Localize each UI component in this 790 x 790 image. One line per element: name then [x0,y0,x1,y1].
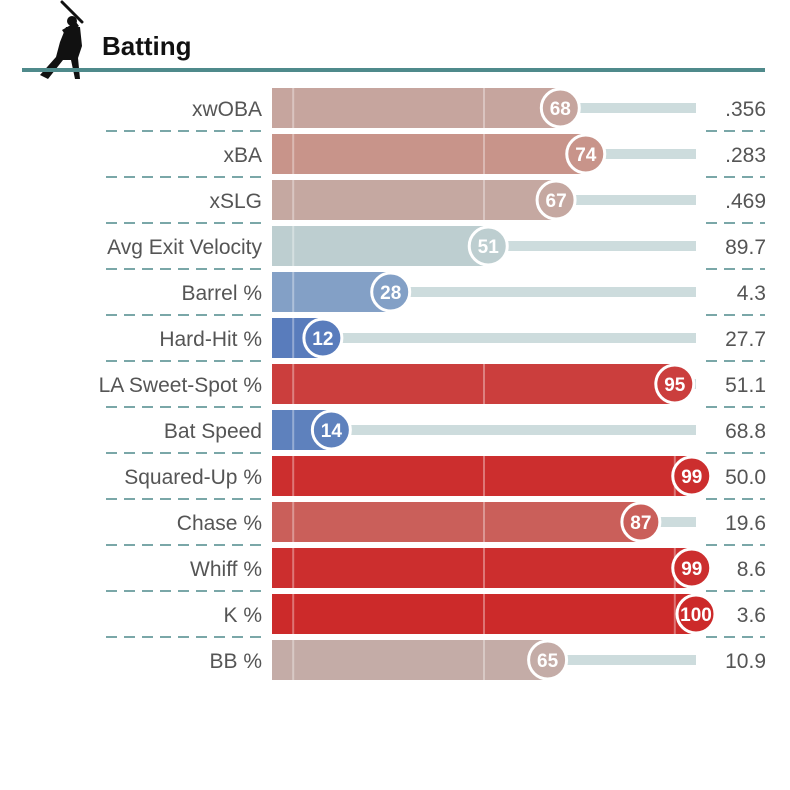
percentile-marker [671,455,713,497]
percentile-bar [272,226,489,266]
percentile-marker [535,179,577,221]
chart-header: Batting [22,0,765,79]
metric-value: 51.1 [725,374,766,397]
percentile-label: 67 [546,191,567,212]
metric-label: LA Sweet-Spot % [99,374,262,397]
percentile-marker [527,639,569,681]
percentile-bar [272,502,641,542]
metric-label: Hard-Hit % [159,328,262,351]
chart-title: Batting [102,31,192,61]
metric-rows: 68 xwOBA .356 74 xBA .283 67 xSLG .469 51 Avg Exit… [99,87,766,681]
percentile-marker [565,133,607,175]
metric-value: 3.6 [737,604,766,627]
metric-label: Avg Exit Velocity [107,236,262,259]
percentile-label: 14 [321,421,343,442]
metric-label: Bat Speed [164,420,262,443]
percentile-bar [272,594,696,634]
percentile-marker [671,547,713,589]
metric-value: 89.7 [725,236,766,259]
percentile-marker [302,317,344,359]
metric-value: 50.0 [725,466,766,489]
metric-value: 68.8 [725,420,766,443]
percentile-marker [620,501,662,543]
percentile-label: 12 [312,329,333,350]
percentile-bar [272,548,692,588]
metric-value: 19.6 [725,512,766,535]
metric-value: 8.6 [737,558,766,581]
metric-label: Whiff % [190,558,262,581]
percentile-label: 51 [478,237,500,258]
metric-label: xSLG [209,190,262,213]
metric-value: .469 [725,190,766,213]
percentile-marker [370,271,412,313]
percentile-bar [272,134,586,174]
percentile-bar [272,640,548,680]
percentile-marker [467,225,509,267]
percentile-track [272,425,696,435]
metric-label: Chase % [177,512,262,535]
metric-label: Squared-Up % [124,466,262,489]
metric-label: xwOBA [192,98,262,121]
metric-label: K % [223,604,262,627]
metric-label: BB % [209,650,262,673]
percentile-marker [539,87,581,129]
percentile-label: 68 [550,99,571,120]
percentile-label: 65 [537,651,559,672]
percentile-marker [675,593,717,635]
metric-value: 4.3 [737,282,766,305]
percentile-label: 87 [630,513,651,534]
percentile-label: 99 [681,467,702,488]
metric-value: 10.9 [725,650,766,673]
percentile-bar [272,88,561,128]
percentile-marker [654,363,696,405]
percentile-label: 95 [664,375,686,396]
percentile-bar [272,456,692,496]
percentile-track [272,287,696,297]
percentile-bar [272,364,675,404]
metric-value: 27.7 [725,328,766,351]
percentile-label: 100 [680,605,712,626]
metric-value: .283 [725,144,766,167]
header-divider-line [22,68,765,72]
percentile-label: 99 [681,559,702,580]
metric-label: Barrel % [181,282,262,305]
percentile-track [272,333,696,343]
percentile-marker [310,409,352,451]
batter-silhouette-icon [40,0,84,79]
metric-label: xBA [223,144,262,167]
metric-value: .356 [725,98,766,121]
percentile-bar [272,180,557,220]
percentile-label: 28 [380,283,401,304]
percentile-label: 74 [575,145,597,166]
